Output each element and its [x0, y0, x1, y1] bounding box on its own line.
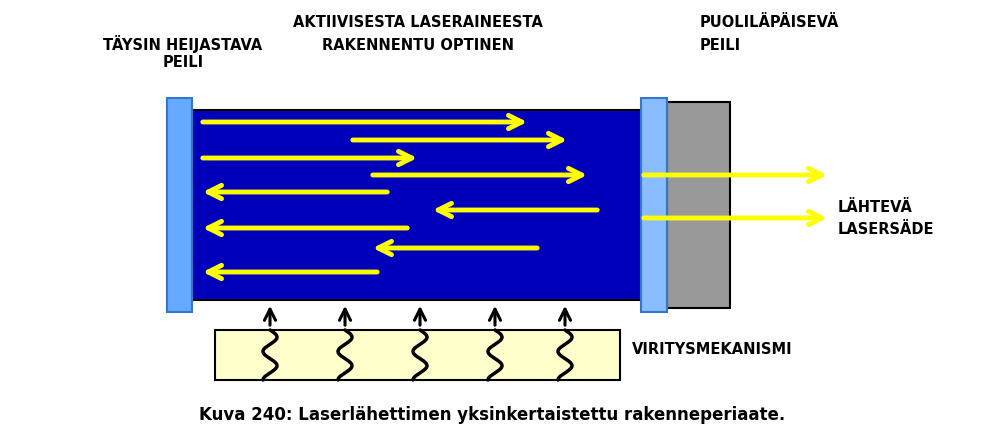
- Text: PUOLILÄPÄISEVÄ: PUOLILÄPÄISEVÄ: [700, 15, 839, 30]
- Bar: [215, 330, 620, 380]
- Bar: [185, 110, 650, 300]
- Text: VIRITYSMEKANISMI: VIRITYSMEKANISMI: [632, 343, 793, 357]
- Text: PEILI: PEILI: [700, 38, 741, 53]
- Text: LÄHTEVÄ: LÄHTEVÄ: [838, 200, 913, 215]
- Text: TÄYSIN HEIJASTAVA: TÄYSIN HEIJASTAVA: [103, 35, 263, 53]
- Text: LASERSÄDE: LASERSÄDE: [838, 222, 935, 237]
- Text: RAKENNENTU OPTINEN: RAKENNENTU OPTINEN: [322, 38, 514, 53]
- Text: AKTIIVISESTA LASERAINEESTA: AKTIIVISESTA LASERAINEESTA: [293, 15, 543, 30]
- Text: Kuva 240: Laserlähettimen yksinkertaistettu rakenneperiaate.: Kuva 240: Laserlähettimen yksinkertaiste…: [199, 406, 785, 424]
- Bar: [641, 98, 667, 312]
- Bar: [667, 102, 730, 308]
- Text: PEILI: PEILI: [162, 55, 204, 70]
- Bar: [167, 98, 192, 312]
